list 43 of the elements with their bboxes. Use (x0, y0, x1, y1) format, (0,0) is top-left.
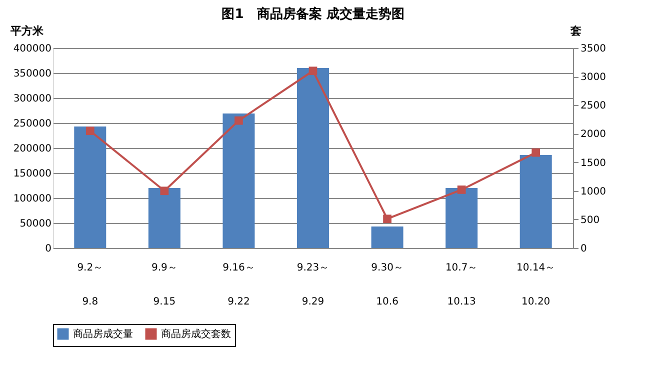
legend-label: 商品房成交套数 (161, 328, 231, 340)
point (532, 148, 540, 157)
bar (148, 188, 180, 248)
category-label: 10.7～ 10.13 (445, 262, 478, 308)
point (86, 126, 94, 136)
y-tick-label: 50000 (20, 218, 52, 230)
y2-tick-label: 2500 (580, 100, 606, 112)
y-tick-label: 100000 (13, 194, 52, 204)
y2-tick-label: 3500 (580, 44, 606, 54)
category-label: 9.30～ 10.6 (371, 262, 404, 308)
bar (446, 188, 478, 248)
category-label: 9.9～ 9.15 (151, 262, 178, 308)
y2-tick-label: 1500 (580, 158, 606, 169)
y2-tick-label: 1000 (580, 186, 606, 198)
y-tick-label: 400000 (13, 44, 52, 54)
point (308, 66, 318, 76)
point (457, 186, 466, 194)
bar (74, 126, 106, 248)
y2-tick-label: 3000 (580, 72, 606, 84)
y-tick-label: 250000 (13, 118, 52, 130)
y-tick-label: 350000 (13, 68, 52, 80)
y2-tick-label: 2000 (580, 129, 606, 140)
y-axis-title: 平方米 (10, 24, 44, 38)
y-tick-label: 300000 (13, 94, 52, 104)
category-label: 9.16～ 9.22 (222, 262, 255, 308)
y2-axis-title: 套 (570, 24, 582, 38)
point (383, 214, 392, 224)
category-label: 9.2～ 9.8 (77, 262, 104, 308)
bar (371, 226, 404, 248)
point (160, 186, 169, 196)
bar (297, 68, 329, 248)
y-tick-label: 150000 (13, 168, 52, 180)
chart-title: 图1 商品房备案 成交量走势图 (222, 6, 404, 22)
y-tick-label: 200000 (13, 144, 52, 154)
legend-label: 商品房成交量 (73, 328, 133, 340)
y-tick-label: 0 (45, 244, 52, 254)
category-label: 9.23～ 9.29 (296, 262, 330, 308)
category-label: 10.14～ 10.20 (516, 262, 556, 308)
y2-tick-label: 0 (580, 244, 587, 254)
y2-tick-label: 500 (580, 214, 600, 226)
point (234, 116, 243, 125)
bar (222, 114, 255, 248)
bar (520, 155, 552, 248)
